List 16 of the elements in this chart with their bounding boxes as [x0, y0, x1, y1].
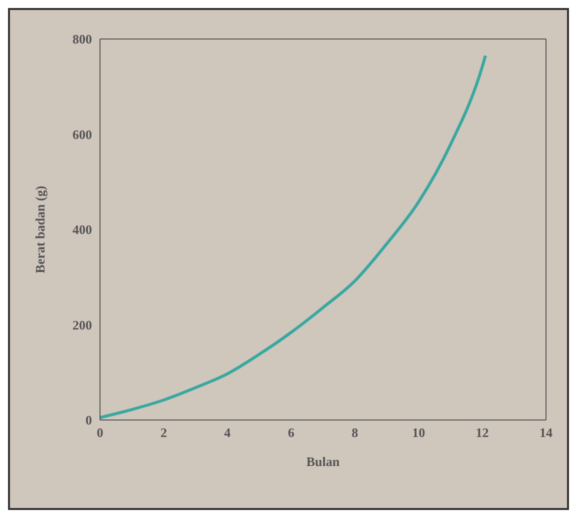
x-tick-label: 0	[96, 425, 104, 440]
x-tick-label: 6	[288, 425, 295, 440]
y-tick-label: 200	[72, 317, 92, 332]
x-tick-label: 8	[352, 425, 359, 440]
line-series	[100, 54, 487, 420]
y-tick-label: 800	[72, 32, 92, 47]
y-axis-title: Berat badan (g)	[32, 186, 48, 274]
x-tick-label: 14	[540, 425, 553, 440]
x-tick-label: 12	[476, 425, 489, 440]
x-tick-label: 10	[412, 425, 426, 440]
y-tick-label: 0	[86, 412, 92, 428]
x-axis-title: Bulan	[306, 454, 340, 469]
y-tick-label: 400	[72, 222, 92, 238]
y-tick-label: 600	[72, 126, 92, 142]
x-tick-label: 4	[224, 425, 232, 440]
x-tick-label: 2	[160, 425, 167, 440]
